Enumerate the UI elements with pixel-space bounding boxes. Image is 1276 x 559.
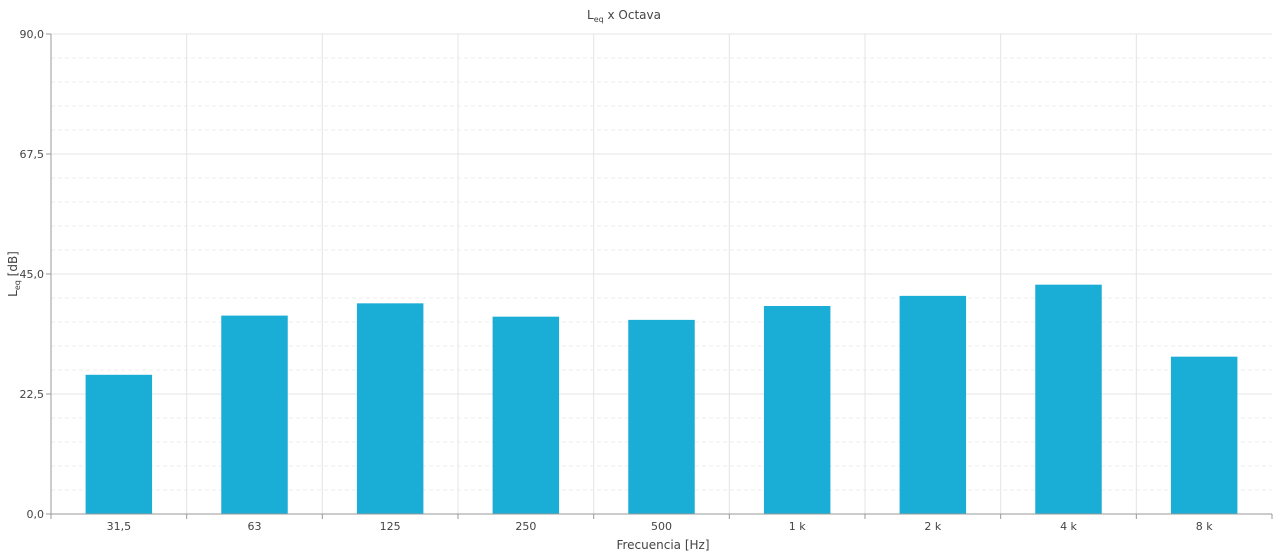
x-tick-label: 250 (515, 520, 536, 533)
bar-125 (356, 303, 424, 514)
bar-8-k (1170, 356, 1238, 514)
bar-4-k (1035, 284, 1102, 514)
bar-63 (221, 315, 288, 514)
chart-title-subscript: eq (594, 15, 604, 24)
bar-31-5 (85, 374, 153, 514)
y-tick-label: 90,0 (20, 28, 45, 41)
x-tick-label: 2 k (924, 520, 941, 533)
y-tick-label: 0,0 (27, 508, 45, 521)
x-tick-label: 125 (380, 520, 401, 533)
chart-title-rest: x Octava (604, 8, 661, 22)
x-axis-label: Frecuencia [Hz] (616, 538, 709, 552)
x-tick-label: 1 k (789, 520, 806, 533)
bar-2-k (899, 295, 967, 514)
bars (85, 284, 1238, 514)
y-axis-label-main: L (6, 290, 20, 297)
x-tick-label: 500 (651, 520, 672, 533)
x-tick-label: 4 k (1060, 520, 1077, 533)
x-tick-label: 63 (248, 520, 262, 533)
labels: Leq x Octava Frecuencia [Hz] Leq [dB] 0,… (6, 8, 1213, 552)
x-tick-label: 31,5 (107, 520, 132, 533)
bar-250 (492, 316, 560, 514)
y-tick-label: 22,5 (20, 388, 45, 401)
y-tick-label: 45,0 (20, 268, 45, 281)
chart-title: Leq x Octava (587, 8, 661, 24)
bar-500 (628, 319, 695, 514)
y-axis-label: Leq [dB] (6, 251, 22, 297)
y-axis-label-rest: [dB] (6, 251, 20, 280)
bar-1-k (763, 306, 831, 514)
x-tick-label: 8 k (1196, 520, 1213, 533)
y-tick-label: 67,5 (20, 148, 45, 161)
y-axis-label-subscript: eq (13, 280, 22, 290)
axes (46, 33, 1273, 519)
chart-title-main: L (587, 8, 594, 22)
